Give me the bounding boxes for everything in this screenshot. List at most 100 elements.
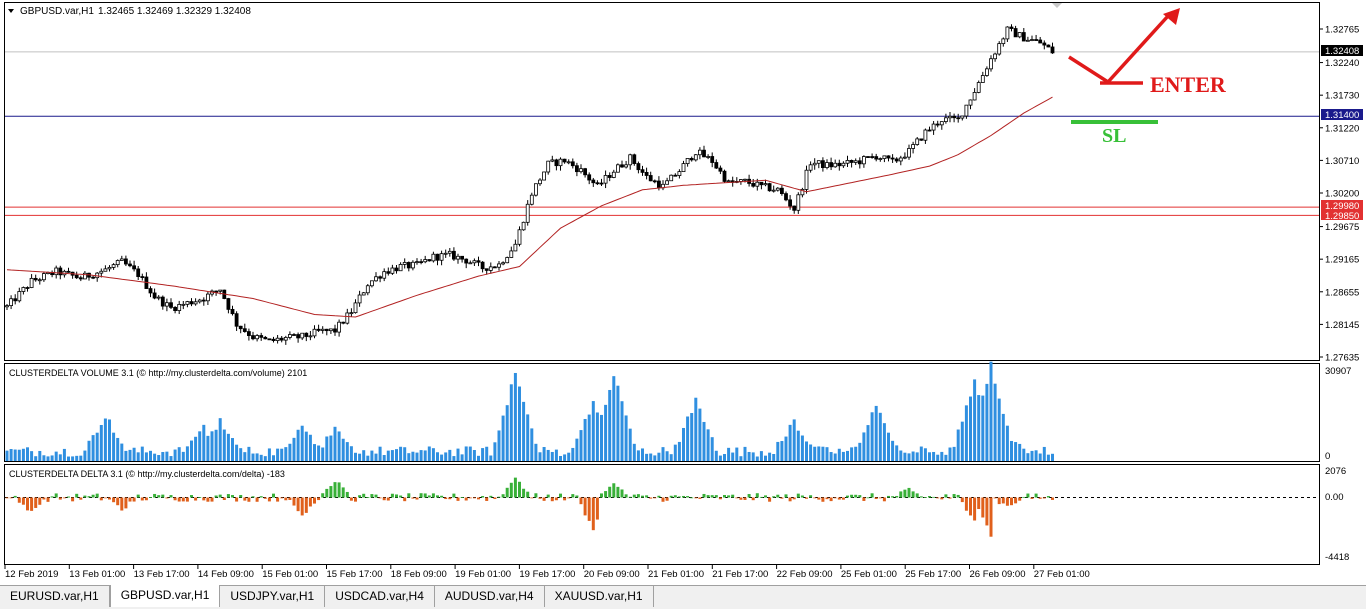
price-tick-label: 1.29165 [1325,255,1359,266]
volume-bar [792,419,796,461]
delta-bar [612,483,616,498]
candle [521,221,526,231]
price-panel[interactable] [4,2,1320,361]
candle [480,261,485,273]
delta-bar [829,497,833,502]
candle [890,154,895,163]
candle [415,258,419,265]
delta-panel[interactable] [4,464,1320,565]
delta-bar [887,495,890,498]
candle [369,280,374,288]
delta-bar [723,494,726,498]
time-tick-label: 14 Feb 09:00 [198,569,254,580]
volume-bar [1005,425,1009,461]
delta-bar [833,497,837,499]
candle [534,183,538,197]
volume-bar [198,431,202,461]
candle [517,226,522,247]
delta-bar [431,493,435,498]
volume-bar [944,454,948,461]
candle [698,147,702,160]
delta-bar [251,496,255,498]
chart-tab[interactable]: XAUUSD.var,H1 [545,586,654,607]
delta-bar [181,497,185,502]
chart-tabs-bar: EURUSD.var,H1 GBPUSD.var,H1 USDJPY.var,H1 U… [0,585,1366,609]
candle [1013,25,1018,38]
volume-bar [292,437,296,461]
chart-tab[interactable]: USDJPY.var,H1 [220,586,326,607]
delta-bar [768,497,772,502]
volume-zero-label: 0 [1325,451,1330,462]
volume-bar [149,450,152,461]
triangle-down-icon[interactable] [8,9,14,13]
delta-bar [960,497,964,503]
candle [337,319,342,337]
candle [866,156,870,158]
delta-bar [534,493,538,498]
volume-bar [489,455,493,461]
volume-bar [870,412,874,461]
delta-bar [948,497,952,499]
delta-bar [366,497,370,498]
candle [722,169,727,184]
delta-bar [247,497,251,502]
delta-bar [452,493,456,498]
candle [550,155,555,163]
volume-panel[interactable] [4,363,1320,462]
candle [939,121,944,130]
volume-bar [727,447,731,461]
delta-bar [390,493,394,498]
candle [1026,36,1030,42]
chart-tab[interactable]: EURUSD.var,H1 [0,586,110,607]
delta-bar [505,487,509,498]
time-tick-label: 15 Feb 01:00 [262,569,318,580]
delta-bar [673,495,677,498]
candle [374,272,378,282]
delta-bar [329,486,333,498]
chart-tab[interactable]: AUDUSD.var,H4 [435,586,545,607]
delta-bar [267,497,271,502]
candle [54,265,59,279]
volume-bar [714,450,718,461]
volume-bar [1038,453,1042,461]
delta-bar [1042,497,1046,499]
candle [538,178,542,186]
delta-bar [62,497,66,499]
candle [640,165,645,176]
candle [792,205,797,214]
candle [115,259,120,268]
candle [554,158,559,171]
volume-bar [563,454,567,461]
volume-bar [190,440,193,461]
delta-bar [698,497,702,499]
volume-bar [128,449,132,461]
volume-bar [739,456,743,461]
delta-bar [649,497,653,499]
volume-bar [829,452,833,461]
candle [513,239,518,252]
delta-bar [751,497,755,501]
volume-bar [1001,413,1005,461]
chart-symbol: GBPUSD.var,H1 [20,6,94,17]
volume-bar [46,456,50,461]
candle [616,163,620,173]
delta-bar [5,497,9,499]
volume-bar [407,453,411,461]
delta-bar [718,497,722,500]
delta-bar [218,494,222,498]
delta-bar [690,497,694,499]
delta-top-label: 2076 [1325,466,1346,477]
chart-tab[interactable]: USDCAD.var,H4 [325,586,435,607]
chart-shift-marker-icon[interactable] [1052,3,1062,8]
candle [927,126,932,132]
delta-bar [813,497,817,499]
candle [181,300,186,310]
volume-bar [378,446,382,461]
delta-bar [846,495,849,498]
chart-tab[interactable]: GBPUSD.var,H1 [109,585,221,607]
volume-bar [468,446,472,461]
volume-bar [554,449,558,461]
delta-bar [321,493,325,498]
delta-bar [743,497,747,500]
candle [251,331,255,341]
